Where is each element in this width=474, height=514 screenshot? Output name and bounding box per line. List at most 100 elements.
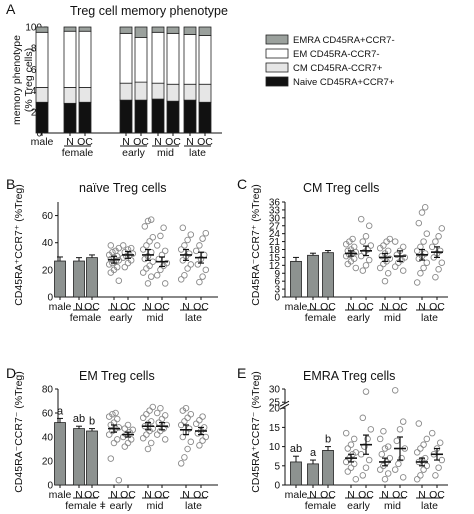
data-point <box>121 425 129 432</box>
group-label: female ǂ <box>65 500 106 512</box>
data-point <box>362 388 370 395</box>
bar-segment <box>183 83 197 101</box>
data-point <box>194 261 202 268</box>
significance-letter: b <box>89 416 95 428</box>
panel-letter: B <box>6 176 15 192</box>
x-tick-label: OC <box>133 136 149 148</box>
data-point <box>179 433 187 441</box>
data-point <box>158 415 166 423</box>
y-tick-label: 25 <box>269 398 281 409</box>
bar-segment <box>119 99 133 134</box>
data-point <box>115 476 123 484</box>
data-point <box>196 442 203 449</box>
data-point <box>413 247 421 255</box>
data-point <box>163 421 171 429</box>
significance-letter: b <box>325 434 331 446</box>
data-point <box>184 236 191 244</box>
group-label: mid <box>147 500 164 512</box>
data-point <box>380 242 387 249</box>
data-point <box>399 474 407 481</box>
data-point <box>435 266 442 273</box>
legend-label: EM CD45RA-CCR7- <box>293 49 380 60</box>
bar-segment <box>35 31 49 88</box>
data-point <box>384 270 392 277</box>
y-axis-label: CD45RA⁻CCR7⁺ (%Treg) <box>250 184 262 306</box>
group-label: mid <box>157 147 174 159</box>
data-point <box>420 441 427 448</box>
group-label: mid <box>147 312 164 324</box>
chart-title: naïve Treg cells <box>79 181 167 195</box>
data-point <box>181 418 188 425</box>
data-point <box>115 277 123 284</box>
data-point <box>187 438 195 446</box>
data-point <box>367 426 375 433</box>
y-tick-label: 0 <box>47 481 53 492</box>
significance-letter: a <box>310 447 317 459</box>
bar-segment <box>183 26 197 35</box>
y-tick-label: 20 <box>42 265 54 276</box>
legend-swatch <box>265 34 289 45</box>
bar-segment <box>166 100 180 134</box>
data-point <box>144 445 152 453</box>
data-point <box>386 235 394 243</box>
group-label: female <box>305 312 337 324</box>
x-tick-label: N <box>75 489 83 501</box>
x-tick-label: N <box>381 301 389 313</box>
data-point <box>398 454 405 462</box>
data-point <box>415 420 423 427</box>
panel-letter: C <box>237 176 247 192</box>
data-point <box>413 475 421 483</box>
group-label: late <box>185 312 202 324</box>
data-point <box>123 253 130 260</box>
data-point <box>129 426 137 434</box>
data-point <box>359 414 367 422</box>
y-tick-label: 30 <box>269 385 281 396</box>
data-point <box>362 233 370 240</box>
bar <box>307 463 319 486</box>
data-point <box>393 437 401 445</box>
bar-segment <box>183 99 197 134</box>
y-tick-label: 80 <box>42 385 54 396</box>
data-point <box>413 279 421 286</box>
data-point <box>139 434 147 442</box>
x-tick-label: male <box>31 136 54 148</box>
group-label: late <box>189 147 206 159</box>
data-point <box>380 427 387 435</box>
bar-segment <box>78 30 92 88</box>
data-point <box>362 464 370 471</box>
y-axis-label: CD45RA⁺CCR7⁻ (%Treg) <box>250 371 262 493</box>
data-point <box>192 247 200 255</box>
x-tick-label: N <box>186 136 194 148</box>
y-tick-label: 60 <box>42 211 54 222</box>
data-point <box>115 424 123 431</box>
data-point <box>364 246 371 253</box>
data-point <box>396 426 404 433</box>
y-tick-label: 15 <box>269 423 281 434</box>
data-point <box>112 409 119 417</box>
data-point <box>347 441 355 448</box>
data-point <box>147 418 155 425</box>
y-tick-label: 3 <box>274 285 280 296</box>
data-point <box>432 238 439 245</box>
data-point <box>428 429 436 437</box>
data-point <box>109 248 116 256</box>
data-point <box>359 472 367 479</box>
data-point <box>381 277 389 285</box>
data-point <box>181 454 188 461</box>
legend-swatch <box>265 48 289 59</box>
y-tick-label: 0 <box>274 293 280 304</box>
data-point <box>423 230 431 237</box>
data-point <box>153 431 161 438</box>
x-tick-label: N <box>182 301 190 313</box>
bar-segment <box>134 99 148 134</box>
data-point <box>144 217 152 225</box>
data-point <box>202 229 210 237</box>
data-point <box>139 269 147 276</box>
bar <box>73 260 85 298</box>
data-point <box>157 404 164 412</box>
bar-segment <box>198 26 212 36</box>
bar-segment <box>166 83 180 102</box>
x-tick-label: male <box>285 301 308 313</box>
panel-letter: A <box>6 1 16 17</box>
